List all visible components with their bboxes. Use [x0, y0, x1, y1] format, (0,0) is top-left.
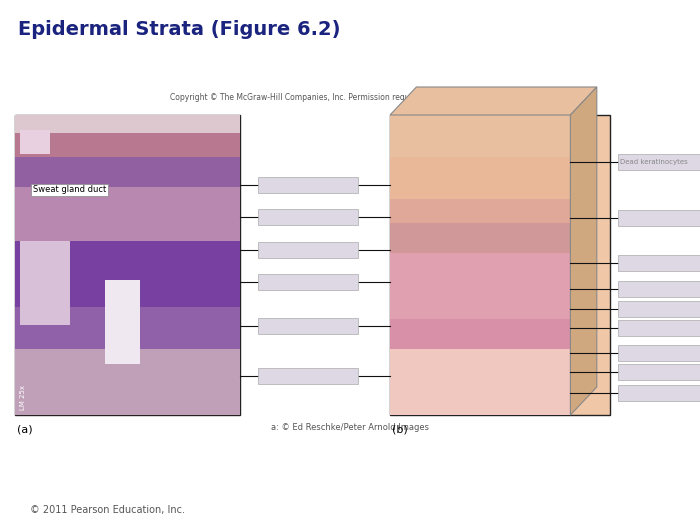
Text: Sweat gland duct: Sweat gland duct	[33, 185, 106, 194]
Bar	[618, 255, 700, 271]
Text: LM 25x: LM 25x	[20, 385, 26, 410]
Text: Epidermal Strata (Figure 6.2): Epidermal Strata (Figure 6.2)	[18, 20, 340, 39]
Bar	[618, 320, 700, 336]
Bar	[20, 241, 70, 325]
Bar	[618, 154, 700, 170]
Bar	[390, 157, 570, 199]
Bar	[390, 349, 570, 415]
Bar	[390, 319, 570, 349]
Bar	[258, 274, 358, 290]
Bar	[15, 241, 240, 307]
Bar	[390, 223, 570, 253]
Bar	[15, 133, 240, 157]
Bar	[15, 115, 240, 133]
Text: Dead keratinocytes: Dead keratinocytes	[620, 159, 687, 165]
Bar	[258, 318, 358, 334]
Bar	[15, 307, 240, 349]
Bar	[258, 368, 358, 384]
Polygon shape	[390, 87, 597, 115]
Bar	[390, 253, 570, 319]
Bar	[15, 157, 240, 187]
Bar	[618, 210, 700, 226]
Bar	[258, 209, 358, 225]
Bar	[390, 115, 610, 415]
Bar	[618, 281, 700, 297]
Polygon shape	[570, 87, 597, 415]
Bar	[618, 345, 700, 361]
Bar	[390, 199, 570, 223]
Bar	[105, 280, 140, 364]
Bar	[618, 364, 700, 380]
Bar	[15, 349, 240, 415]
Bar	[258, 177, 358, 193]
Bar	[618, 301, 700, 317]
Bar	[15, 187, 240, 241]
Text: (a): (a)	[17, 425, 33, 435]
Bar	[15, 115, 240, 415]
Bar	[20, 130, 50, 154]
Bar	[618, 385, 700, 401]
Text: © 2011 Pearson Education, Inc.: © 2011 Pearson Education, Inc.	[30, 505, 185, 515]
Text: a: © Ed Reschke/Peter Arnold Images: a: © Ed Reschke/Peter Arnold Images	[271, 423, 429, 432]
Bar	[258, 242, 358, 258]
Text: (b): (b)	[392, 425, 407, 435]
Bar	[390, 115, 570, 157]
Text: Copyright © The McGraw-Hill Companies, Inc. Permission required for reproduction: Copyright © The McGraw-Hill Companies, I…	[170, 93, 530, 102]
